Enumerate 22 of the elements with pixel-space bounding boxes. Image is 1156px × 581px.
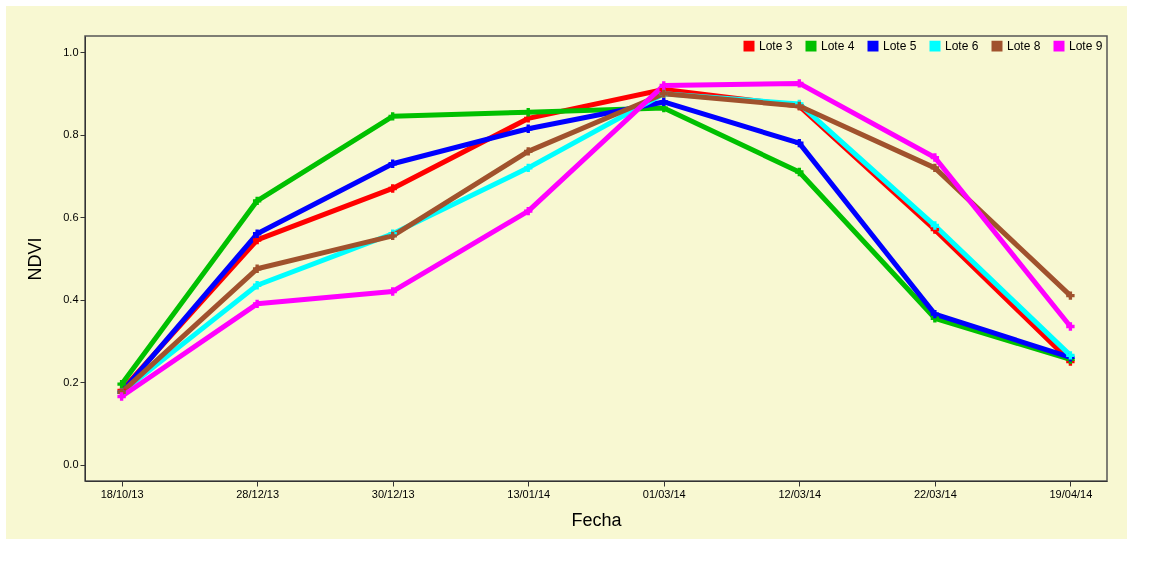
y-axis-title: NDVI — [25, 237, 46, 281]
legend-label: Lote 5 — [883, 39, 917, 54]
x-tick-label: 19/04/14 — [1049, 487, 1093, 500]
x-tick-label: 18/10/13 — [100, 487, 144, 500]
y-tick-label: 1.0 — [63, 45, 79, 58]
x-axis-title: Fecha — [571, 509, 623, 530]
x-tick-label: 12/03/14 — [778, 487, 822, 500]
x-tick-label: 13/01/14 — [507, 487, 551, 500]
legend-label: Lote 4 — [821, 39, 855, 54]
x-tick-label: 22/03/14 — [913, 487, 957, 500]
legend-label: Lote 8 — [1007, 39, 1041, 54]
legend-label: Lote 9 — [1069, 39, 1103, 54]
legend-label: Lote 3 — [759, 39, 793, 54]
y-tick-label: 0.0 — [63, 458, 79, 471]
x-tick-label: 01/03/14 — [642, 487, 686, 500]
legend-label: Lote 6 — [945, 39, 979, 54]
y-tick-label: 0.4 — [63, 293, 79, 306]
x-tick-label: 30/12/13 — [371, 487, 415, 500]
y-tick-label: 0.8 — [63, 128, 79, 141]
y-tick-label: 0.6 — [63, 210, 79, 223]
x-tick-label: 28/12/13 — [236, 487, 280, 500]
y-tick-label: 0.2 — [63, 375, 79, 388]
